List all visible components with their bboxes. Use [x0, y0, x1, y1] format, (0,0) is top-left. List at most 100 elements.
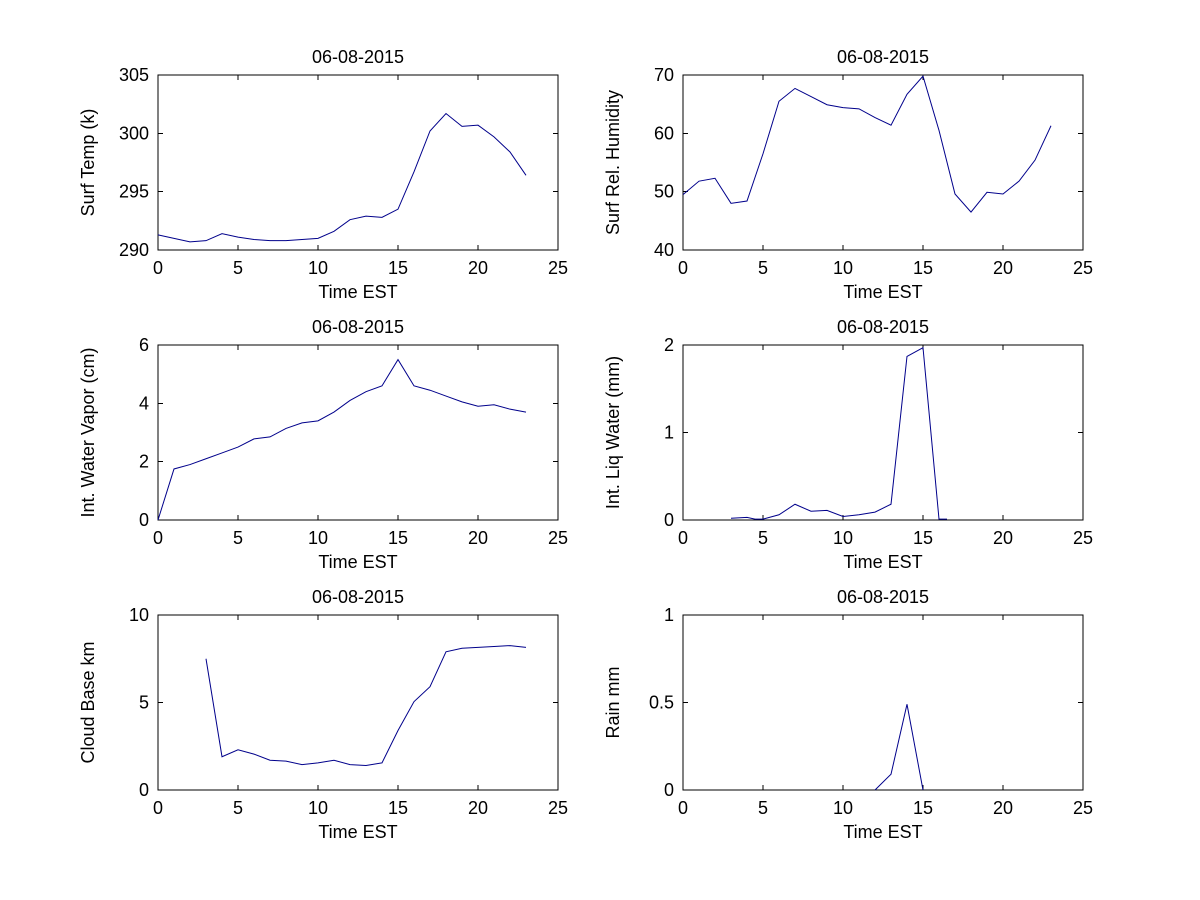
y-axis-label: Cloud Base km	[78, 641, 98, 763]
x-tick-label: 15	[388, 798, 408, 818]
subplot-rain: 0 5 10 15 20 25 0 0.5 1 06-08-2015 Time EST Rain mm	[565, 565, 1125, 855]
axes-box	[157, 614, 559, 791]
y-tick-label: 50	[654, 182, 674, 202]
plot-title: 06-08-2015	[312, 47, 404, 67]
plot-svg: 0 5 10 15 20 25 0 0.5 1 06-08-2015 Time EST Rain mm	[603, 587, 1093, 842]
y-tick-label: 305	[119, 65, 149, 85]
y-tick-label: 1	[664, 423, 674, 443]
x-tick-label: 5	[758, 258, 768, 278]
x-tick-label: 10	[833, 798, 853, 818]
x-tick-label: 10	[308, 798, 328, 818]
y-tick-label: 5	[139, 693, 149, 713]
y-tick-label: 0	[139, 510, 149, 530]
x-tick-label: 25	[1073, 258, 1093, 278]
plot-svg: 0 5 10 15 20 25 0 2 4 6 06-08-2015 Time EST Int. Wat…	[78, 317, 568, 572]
x-tick-label: 15	[388, 528, 408, 548]
subplot-int-water-vapor: 0 5 10 15 20 25 0 2 4 6 06-08-2015 Time EST Int. Wat…	[40, 295, 600, 585]
x-tick-label: 20	[468, 798, 488, 818]
x-tick-label: 5	[233, 258, 243, 278]
y-axis-label: Surf Temp (k)	[78, 109, 98, 217]
x-tick-label: 5	[758, 528, 768, 548]
y-tick-label: 1	[664, 605, 674, 625]
data-line	[682, 75, 1052, 213]
y-tick-label: 10	[129, 605, 149, 625]
plot-svg: 0 5 10 15 20 25 40 50 60 70 06-08-2015 Time EST Surf…	[603, 47, 1093, 302]
x-tick-label: 20	[993, 528, 1013, 548]
y-axis-label: Surf Rel. Humidity	[603, 90, 623, 235]
y-tick-label: 60	[654, 123, 674, 143]
x-tick-label: 25	[1073, 528, 1093, 548]
axes-box	[682, 344, 1084, 521]
x-tick-label: 10	[308, 258, 328, 278]
data-line	[205, 645, 527, 767]
plot-title: 06-08-2015	[312, 317, 404, 337]
x-tick-label: 10	[833, 258, 853, 278]
axes-box	[682, 614, 1084, 791]
x-axis-label: Time EST	[318, 282, 397, 302]
x-axis-label: Time EST	[843, 282, 922, 302]
x-tick-label: 5	[233, 528, 243, 548]
x-tick-label: 25	[548, 258, 568, 278]
y-axis-label: Int. Water Vapor (cm)	[78, 347, 98, 517]
axes-box	[157, 74, 559, 251]
x-tick-label: 0	[153, 798, 163, 818]
y-tick-label: 6	[139, 335, 149, 355]
data-line	[157, 358, 527, 521]
y-tick-label: 4	[139, 393, 149, 413]
x-tick-label: 0	[678, 528, 688, 548]
subplot-int-liq-water: 0 5 10 15 20 25 0 1 2 06-08-2015 Time EST Int. Liq …	[565, 295, 1125, 585]
axes-box	[682, 74, 1084, 251]
y-axis-label: Int. Liq Water (mm)	[603, 356, 623, 509]
x-tick-label: 0	[153, 528, 163, 548]
y-tick-label: 0.5	[649, 693, 674, 713]
y-tick-label: 40	[654, 240, 674, 260]
y-tick-label: 0	[664, 510, 674, 530]
x-tick-label: 20	[468, 258, 488, 278]
x-tick-label: 0	[678, 258, 688, 278]
y-tick-label: 2	[139, 452, 149, 472]
plot-title: 06-08-2015	[837, 47, 929, 67]
plot-title: 06-08-2015	[837, 317, 929, 337]
x-tick-label: 15	[388, 258, 408, 278]
x-tick-label: 20	[993, 258, 1013, 278]
y-tick-label: 2	[664, 335, 674, 355]
plot-title: 06-08-2015	[837, 587, 929, 607]
y-tick-label: 295	[119, 182, 149, 202]
x-tick-label: 0	[678, 798, 688, 818]
subplot-surf-temp: 0 5 10 15 20 25 290 295 300 305 06-08-2015 Time EST…	[40, 25, 600, 315]
plot-svg: 0 5 10 15 20 25 0 1 2 06-08-2015 Time EST Int. Liq …	[603, 317, 1093, 572]
x-tick-label: 15	[913, 798, 933, 818]
data-line	[874, 704, 924, 791]
data-line	[157, 112, 527, 243]
y-tick-label: 0	[139, 780, 149, 800]
axes-box	[157, 344, 559, 521]
x-tick-label: 15	[913, 528, 933, 548]
x-tick-label: 25	[548, 798, 568, 818]
y-tick-label: 70	[654, 65, 674, 85]
x-axis-label: Time EST	[843, 552, 922, 572]
x-tick-label: 10	[833, 528, 853, 548]
x-tick-label: 5	[758, 798, 768, 818]
x-tick-label: 10	[308, 528, 328, 548]
y-axis-label: Rain mm	[603, 666, 623, 738]
y-tick-label: 300	[119, 123, 149, 143]
x-tick-label: 20	[468, 528, 488, 548]
plot-title: 06-08-2015	[312, 587, 404, 607]
x-tick-label: 25	[548, 528, 568, 548]
x-axis-label: Time EST	[843, 822, 922, 842]
x-tick-label: 5	[233, 798, 243, 818]
plot-svg: 0 5 10 15 20 25 290 295 300 305 06-08-2015 Time EST…	[78, 47, 568, 302]
plot-svg: 0 5 10 15 20 25 0 5 10 06-08-2015 Time EST Cloud Ba…	[78, 587, 568, 842]
data-line	[730, 346, 947, 520]
subplot-cloud-base: 0 5 10 15 20 25 0 5 10 06-08-2015 Time EST Cloud Ba…	[40, 565, 600, 855]
y-tick-label: 290	[119, 240, 149, 260]
x-tick-label: 25	[1073, 798, 1093, 818]
subplot-surf-rel-humidity: 0 5 10 15 20 25 40 50 60 70 06-08-2015 Time EST Surf…	[565, 25, 1125, 315]
x-axis-label: Time EST	[318, 552, 397, 572]
x-tick-label: 0	[153, 258, 163, 278]
x-tick-label: 20	[993, 798, 1013, 818]
y-tick-label: 0	[664, 780, 674, 800]
x-tick-label: 15	[913, 258, 933, 278]
x-axis-label: Time EST	[318, 822, 397, 842]
